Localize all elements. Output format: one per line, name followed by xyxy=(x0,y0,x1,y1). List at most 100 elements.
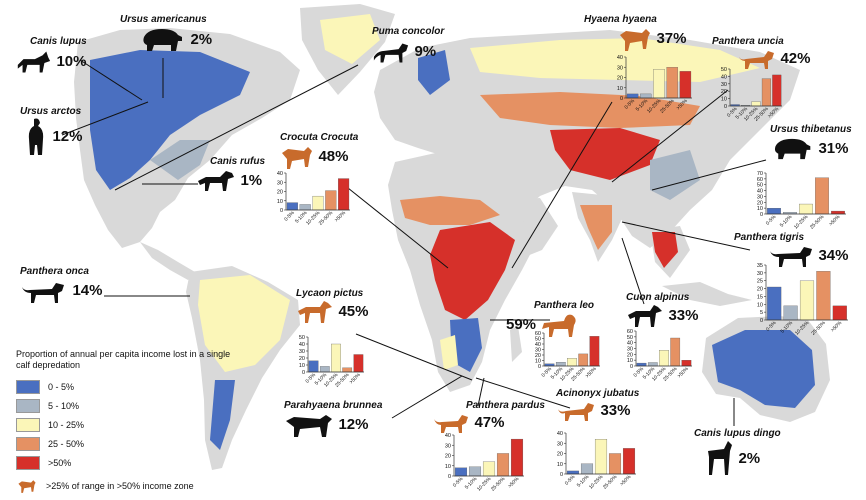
y-tick-label: 10 xyxy=(627,358,633,364)
y-tick-label: 0 xyxy=(560,472,563,478)
species-pct: 47% xyxy=(474,414,505,432)
pointer-crocuta xyxy=(347,187,449,269)
y-tick-label: 40 xyxy=(277,171,283,177)
pointer-hyaena xyxy=(511,101,613,269)
bar xyxy=(555,362,566,367)
species-crocuta-crocuta: Crocuta Crocuta 48% xyxy=(280,132,358,171)
x-tick-label: 0-5% xyxy=(765,320,778,333)
x-tick-label: >50% xyxy=(619,474,633,488)
zone-patagonia xyxy=(210,380,235,450)
legend-swatch xyxy=(16,398,40,413)
species-name: Panthera tigris xyxy=(734,232,805,243)
legend-item: >50% xyxy=(16,453,236,472)
y-tick-label: 30 xyxy=(277,180,283,186)
indonesia xyxy=(662,282,752,306)
legend-label: 0 - 5% xyxy=(48,381,75,392)
species-lycaon-pictus: Lycaon pictus 45% xyxy=(296,288,368,325)
bar xyxy=(647,362,658,367)
y-tick-label: 60 xyxy=(535,331,541,337)
species-pct: 10% xyxy=(56,53,87,71)
x-tick-label: >50% xyxy=(334,210,348,224)
bear-icon xyxy=(774,138,811,160)
species-panthera-tigris: Panthera tigris 34% xyxy=(734,232,848,269)
jaguar-icon xyxy=(22,283,64,303)
y-tick-label: 40 xyxy=(445,433,451,439)
bar xyxy=(815,177,829,215)
y-tick-label: 30 xyxy=(535,348,541,354)
bar xyxy=(353,354,364,373)
species-name: Panthera leo xyxy=(534,300,595,311)
species-name: Panthera pardus xyxy=(466,400,545,411)
species-pct: 33% xyxy=(668,307,699,325)
species-pct: 42% xyxy=(780,50,811,68)
y-tick-label: 60 xyxy=(757,177,763,183)
y-tick-label: 0 xyxy=(760,318,763,324)
x-tick-label: 25-50% xyxy=(490,476,507,493)
y-tick-label: 10 xyxy=(757,302,763,308)
species-name: Ursus americanus xyxy=(120,14,207,25)
bar xyxy=(580,463,594,475)
x-tick-label: 0-5% xyxy=(452,476,465,489)
species-pct: 34% xyxy=(818,247,849,265)
zone-southeast-asia xyxy=(652,232,678,268)
zone-amazon xyxy=(198,275,290,372)
species-panthera-onca: Panthera onca 14% xyxy=(20,266,102,305)
bear-icon xyxy=(143,29,182,51)
wolf-icon xyxy=(198,171,234,191)
zone-kalahari xyxy=(440,335,458,370)
legend-label: 25 - 50% xyxy=(48,438,85,449)
bar xyxy=(338,178,350,211)
wild-dog-icon xyxy=(298,301,332,323)
bar xyxy=(331,343,341,373)
bar xyxy=(319,366,330,373)
y-tick-label: 10 xyxy=(617,86,623,92)
pointer-lycaon xyxy=(355,333,473,381)
x-tick-label: 25-50% xyxy=(659,98,676,115)
bar xyxy=(670,337,681,367)
bar xyxy=(816,271,831,321)
x-tick-label: 25-50% xyxy=(602,474,619,491)
species-pct: 12% xyxy=(52,128,83,146)
legend-title: Proportion of annual per capita income l… xyxy=(16,349,231,370)
legend: Proportion of annual per capita income l… xyxy=(16,349,236,495)
bar xyxy=(832,305,847,321)
species-name: Puma concolor xyxy=(372,26,445,37)
y-tick-label: 20 xyxy=(299,356,305,362)
x-tick-label: 5-10% xyxy=(780,320,795,335)
y-tick-label: 50 xyxy=(627,335,633,341)
x-tick-label: >50% xyxy=(348,372,362,386)
species-pct: 2% xyxy=(738,450,761,468)
legend-note: >25% of range in >50% income zone xyxy=(16,476,236,495)
x-tick-label: >50% xyxy=(675,98,689,112)
y-tick-label: 20 xyxy=(617,76,623,82)
y-tick-label: 5 xyxy=(760,310,763,316)
species-acinonyx-jubatus: Acinonyx jubatus 33% xyxy=(556,388,639,423)
species-name: Canis lupus dingo xyxy=(694,428,781,439)
x-tick-label: 5-10% xyxy=(779,214,794,229)
zone-himalaya xyxy=(550,128,660,180)
bar xyxy=(608,453,622,475)
zone-central-asia xyxy=(480,92,700,128)
species-name: Canis rufus xyxy=(210,156,266,167)
wolf-icon xyxy=(17,51,51,73)
legend-swatch xyxy=(16,455,40,470)
y-tick-label: 0 xyxy=(448,474,451,480)
zone-scandinavia xyxy=(418,50,450,95)
y-tick-label: 10 xyxy=(277,199,283,205)
bar xyxy=(799,280,815,321)
bar xyxy=(566,470,580,475)
y-tick-label: 50 xyxy=(299,335,305,341)
x-tick-label: 10-25% xyxy=(793,214,810,231)
bar xyxy=(496,453,510,477)
y-tick-label: 10 xyxy=(757,206,763,212)
bar xyxy=(640,93,652,99)
bar xyxy=(783,305,798,321)
bar xyxy=(567,358,577,367)
lion-icon xyxy=(542,314,577,337)
y-tick-label: 15 xyxy=(757,294,763,300)
